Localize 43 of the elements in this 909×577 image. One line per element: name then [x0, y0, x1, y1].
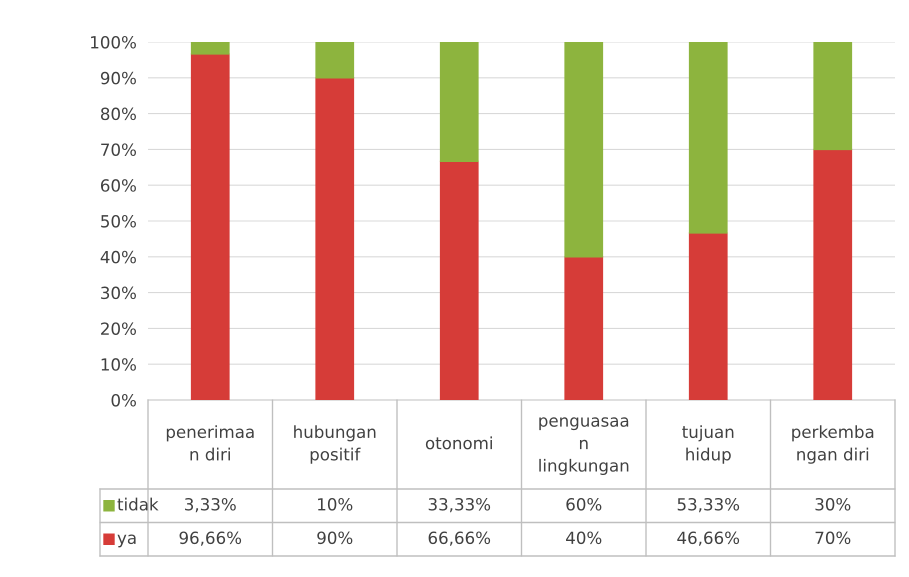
x-tick-label: penerimaa n diri: [166, 425, 254, 461]
x-tick-label: penguasaa n lingkungan: [539, 417, 628, 476]
bar: [813, 42, 852, 150]
data-label: 66,66%: [428, 531, 490, 546]
x-tick-label: perkemba ngan diri: [792, 425, 874, 464]
bar: [688, 42, 728, 234]
bar: [688, 232, 728, 400]
y-tick-label: 0%: [112, 394, 136, 407]
data-label: 33,33%: [428, 498, 490, 512]
data-label: 40%: [566, 531, 602, 544]
bar: [190, 53, 230, 400]
legend-label: tidak: [117, 498, 159, 511]
y-tick-label: 20%: [101, 322, 136, 335]
x-tick-label: otonomi: [426, 436, 492, 450]
bar: [813, 148, 852, 400]
y-tick-label: 90%: [100, 72, 136, 84]
y-tick-label: 10%: [102, 358, 136, 371]
y-tick-label: 40%: [100, 250, 136, 264]
y-tick-label: 60%: [101, 179, 136, 192]
bar: [440, 42, 479, 162]
y-tick-label: 30%: [101, 286, 136, 300]
bar: [315, 77, 354, 400]
y-tick-label: 70%: [101, 143, 136, 156]
data-label: 70%: [816, 531, 850, 544]
data-label: 46,66%: [677, 531, 740, 546]
data-label: 10%: [318, 498, 352, 511]
data-label: 3,33%: [185, 498, 236, 512]
bar: [564, 256, 604, 400]
x-tick-label: tujuan hidup: [682, 425, 734, 464]
bar: [315, 42, 354, 78]
data-label: 96,66%: [180, 531, 242, 546]
y-tick-label: 80%: [100, 108, 136, 120]
x-tick-label: hubungan positif: [294, 425, 376, 464]
legend-label: ya: [117, 534, 136, 548]
data-label: 30%: [816, 498, 850, 511]
bar: [564, 42, 604, 258]
data-label: 60%: [566, 498, 602, 511]
y-tick-label: 50%: [101, 214, 136, 228]
data-label: 53,33%: [678, 498, 740, 512]
y-tick-label: 100%: [91, 36, 136, 49]
bar: [190, 42, 230, 55]
bar: [440, 160, 479, 400]
data-label: 90%: [317, 531, 352, 544]
